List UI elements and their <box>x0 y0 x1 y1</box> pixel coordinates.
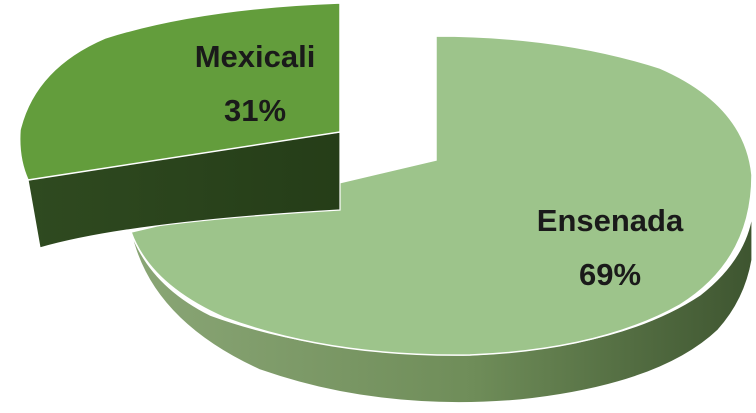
label-ensenada-value: 69% <box>579 257 641 292</box>
slice-ensenada <box>130 35 753 404</box>
label-mexicali-value: 31% <box>224 93 286 128</box>
label-mexicali-name: Mexicali <box>195 39 316 74</box>
slice-mexicali <box>18 2 341 249</box>
label-ensenada-name: Ensenada <box>537 203 684 238</box>
slice-ensenada-top <box>130 35 753 356</box>
slice-mexicali-top <box>18 2 341 181</box>
